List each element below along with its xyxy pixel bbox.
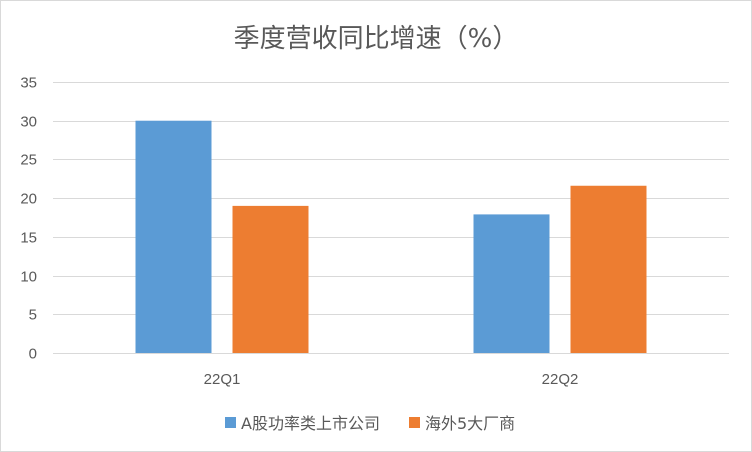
- bar-22Q1-series-2: [232, 205, 309, 353]
- bar-22Q1-series-1: [135, 120, 212, 353]
- y-tick-label: 10: [20, 269, 37, 286]
- y-tick-label: 0: [29, 346, 37, 363]
- legend-swatch: [225, 417, 236, 428]
- bar-22Q2-series-2: [570, 185, 647, 353]
- y-tick-label: 15: [20, 230, 37, 247]
- y-tick-label: 30: [20, 114, 37, 131]
- y-tick-label: 35: [20, 75, 37, 92]
- y-tick-label: 5: [29, 307, 37, 324]
- legend-swatch: [409, 417, 420, 428]
- y-tick-label: 25: [20, 152, 37, 169]
- x-axis-ticks: 22Q1 22Q2: [204, 371, 579, 388]
- y-axis-ticks: 0 5 10 15 20 25 30 35: [20, 75, 37, 363]
- bar-22Q2-series-1: [473, 214, 550, 353]
- legend-label: 海外5大厂商: [425, 414, 515, 433]
- legend-label: A股功率类上市公司: [241, 414, 380, 433]
- chart-title: 季度营收同比增速（%）: [234, 24, 519, 54]
- x-tick-label: 22Q2: [542, 371, 579, 388]
- bars: [135, 120, 647, 353]
- y-tick-label: 20: [20, 191, 37, 208]
- x-tick-label: 22Q1: [204, 371, 241, 388]
- legend: A股功率类上市公司 海外5大厂商: [225, 414, 515, 433]
